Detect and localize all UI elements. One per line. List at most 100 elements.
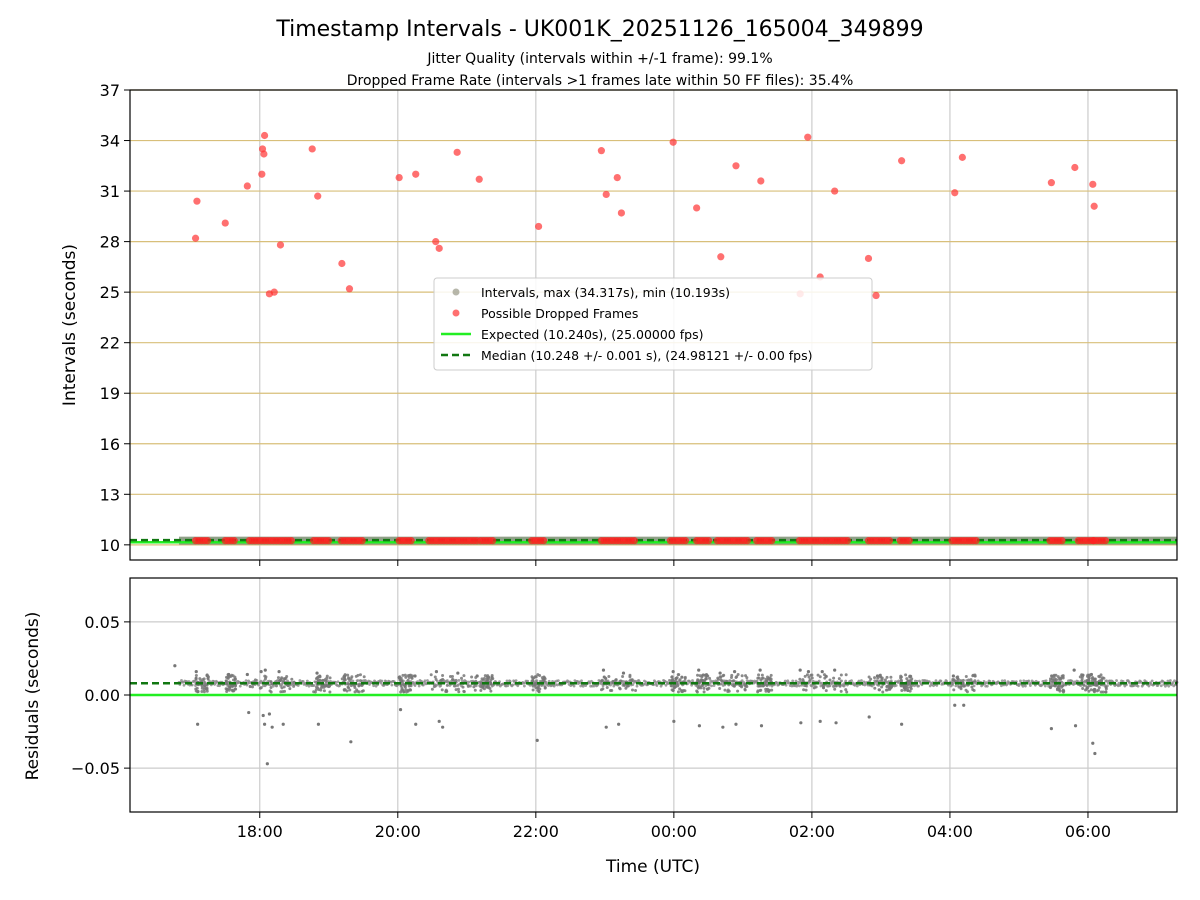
residual-cluster-point [404, 675, 408, 679]
residual-band-point [1115, 679, 1118, 682]
residual-cluster-point [904, 673, 908, 677]
residual-point-14 [281, 722, 285, 726]
residual-cluster-point [867, 675, 871, 679]
residual-cluster-point [758, 684, 762, 688]
residual-cluster-point [696, 673, 700, 677]
residual-cluster-point [888, 687, 892, 691]
residual-point-1 [194, 670, 198, 674]
residual-cluster-point [965, 690, 969, 694]
residual-point-20 [398, 708, 403, 712]
residual-band-point [1168, 679, 1172, 682]
residual-cluster-point [889, 675, 893, 679]
residual-cluster-point [1061, 690, 1065, 694]
residual-cluster-point [760, 676, 764, 680]
legend-label-expected: Expected (10.240s), (25.00000 fps) [481, 327, 703, 342]
residual-cluster-point [839, 673, 843, 677]
residual-band-point [1156, 683, 1160, 687]
residual-cluster-point [466, 684, 470, 688]
residual-band-point [336, 680, 340, 684]
residual-cluster-point [619, 679, 623, 683]
residual-band-point [840, 679, 843, 683]
residual-band-point [439, 684, 443, 688]
residual-cluster-point [340, 677, 344, 681]
residual-point-23 [434, 670, 439, 674]
residual-cluster-point [280, 686, 284, 690]
residual-cluster-point [607, 674, 611, 678]
intervals-plot: 10 13 16 19 22 25 28 31 34 37 [100, 81, 1178, 566]
residual-cluster-point [1099, 673, 1103, 677]
residual-cluster-point [756, 676, 760, 680]
residual-point-56 [1049, 727, 1053, 731]
residual-cluster-point [680, 675, 684, 679]
residual-cluster-point [833, 687, 837, 691]
residual-cluster-point [324, 679, 328, 683]
top-ylabel: Intervals (seconds) [60, 244, 80, 406]
dropped-frame-point-28 [717, 253, 725, 261]
legend: Intervals, max (34.317s), min (10.193s) … [433, 277, 873, 371]
residual-point-55 [962, 703, 966, 707]
residual-cluster-point [904, 686, 908, 690]
dropped-frame-point-30 [757, 177, 765, 185]
residual-cluster-point [403, 684, 407, 688]
residual-cluster-point [361, 689, 365, 693]
dropped-frame-point-42 [1089, 180, 1097, 188]
residual-band-point [1022, 679, 1026, 683]
residual-band-point [690, 683, 694, 687]
residual-band-point [635, 684, 639, 688]
residual-band-point [338, 684, 342, 687]
top-ytick-label-5: 25 [100, 283, 120, 302]
residual-cluster-point [1050, 674, 1054, 678]
residual-cluster-point [880, 678, 884, 682]
residual-cluster-point [278, 679, 282, 683]
residual-cluster-point [248, 685, 252, 689]
residual-point-15 [315, 671, 319, 675]
residual-cluster-point [600, 679, 604, 683]
subtitle-jitter: Jitter Quality (intervals within +/-1 fr… [426, 51, 772, 67]
bottom-ylabel: Residuals (seconds) [23, 612, 43, 781]
residual-cluster-point [1054, 673, 1058, 677]
dropped-frame-point-19 [453, 148, 461, 156]
bottom-xtick-label-1: 20:00 [375, 822, 421, 841]
top-ytick-label-3: 19 [100, 384, 120, 403]
residual-cluster-point [801, 678, 805, 682]
residual-point-48 [833, 668, 837, 672]
residual-band-point [182, 683, 186, 687]
residual-band-point [474, 684, 478, 688]
residual-cluster-point [313, 690, 317, 694]
residual-cluster-point [1082, 683, 1086, 687]
dropped-frame-point-15 [395, 173, 403, 182]
residual-cluster-point [822, 686, 826, 690]
residual-cluster-point [673, 686, 677, 690]
residual-cluster-point [462, 690, 466, 694]
residual-point-32 [621, 671, 626, 675]
residual-cluster-point [957, 685, 961, 689]
residual-cluster-point [810, 676, 814, 680]
residual-cluster-point [1080, 675, 1084, 679]
residual-cluster-point [328, 690, 332, 694]
residual-cluster-point [457, 690, 461, 694]
residual-cluster-point [903, 688, 907, 692]
residual-point-5 [247, 710, 251, 715]
residual-cluster-point [1092, 689, 1096, 693]
residual-cluster-point [489, 689, 493, 693]
residual-band-point [828, 684, 832, 688]
residual-cluster-point [727, 689, 731, 693]
residual-point-16 [316, 722, 321, 726]
residual-point-50 [867, 715, 871, 719]
residual-cluster-point [318, 675, 322, 679]
residual-point-21 [413, 674, 417, 678]
residual-cluster-point [732, 682, 736, 686]
residual-band-point [729, 679, 732, 683]
residual-cluster-point [1084, 688, 1088, 692]
residual-cluster-point [400, 686, 404, 690]
residual-cluster-point [441, 673, 445, 677]
residual-point-43 [798, 668, 802, 672]
residual-band-point [435, 683, 438, 687]
residual-cluster-point [480, 677, 484, 681]
residual-band-point [1019, 679, 1022, 683]
residual-cluster-point [315, 676, 319, 680]
top-ytick-label-2: 16 [100, 435, 120, 454]
residual-point-42 [759, 724, 764, 728]
residual-point-6 [259, 670, 263, 674]
residual-point-39 [732, 670, 737, 674]
